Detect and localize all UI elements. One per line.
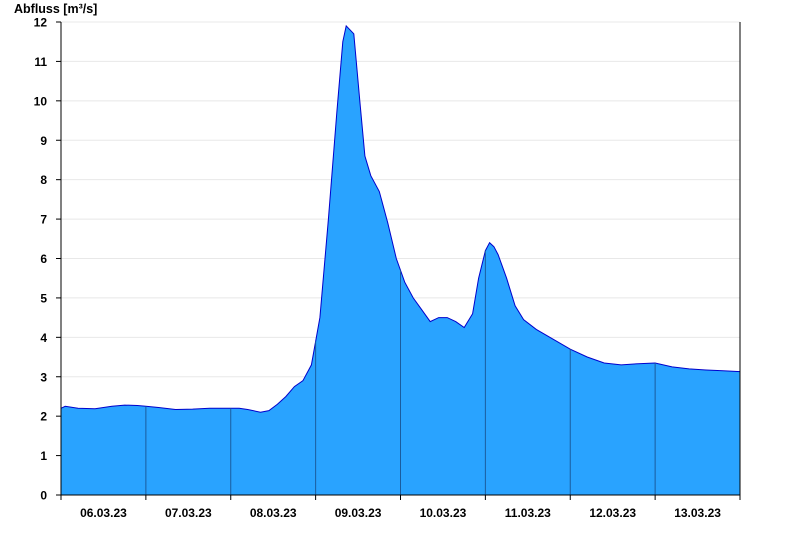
y-tick-label-0: 0 xyxy=(40,489,47,503)
x-axis-ticks: 06.03.23 07.03.23 08.03.23 09.03.23 10.03.23… xyxy=(60,495,741,520)
y-tick-label-5: 5 xyxy=(40,291,47,305)
y-tick-label-12: 12 xyxy=(34,16,48,30)
y-tick-label-4: 4 xyxy=(40,331,47,345)
y-tick-label-8: 8 xyxy=(40,173,47,187)
y-tick-label-10: 10 xyxy=(34,94,48,108)
y-tick-label-6: 6 xyxy=(40,252,47,266)
y-tick-label-1: 1 xyxy=(40,449,47,463)
y-tick-label-2: 2 xyxy=(40,410,47,424)
x-tick-label-06.03.23: 06.03.23 xyxy=(80,506,127,520)
x-tick-label-08.03.23: 08.03.23 xyxy=(250,506,297,520)
x-tick-label-13.03.23: 13.03.23 xyxy=(674,506,721,520)
x-tick-label-11.03.23: 11.03.23 xyxy=(505,506,551,520)
discharge-line xyxy=(60,24,741,413)
day-separators xyxy=(145,250,656,495)
x-tick-label-07.03.23: 07.03.23 xyxy=(165,506,212,520)
y-tick-label-7: 7 xyxy=(40,213,47,227)
y-axis-title: Abfluss [m³/s] xyxy=(14,2,97,16)
y-tick-label-3: 3 xyxy=(40,370,47,384)
y-tick-label-11: 11 xyxy=(34,55,47,69)
x-tick-label-09.03.23: 09.03.23 xyxy=(335,506,382,520)
x-tick-label-12.03.23: 12.03.23 xyxy=(589,506,636,520)
y-tick-label-9: 9 xyxy=(40,134,47,148)
x-tick-label-10.03.23: 10.03.23 xyxy=(420,506,467,520)
